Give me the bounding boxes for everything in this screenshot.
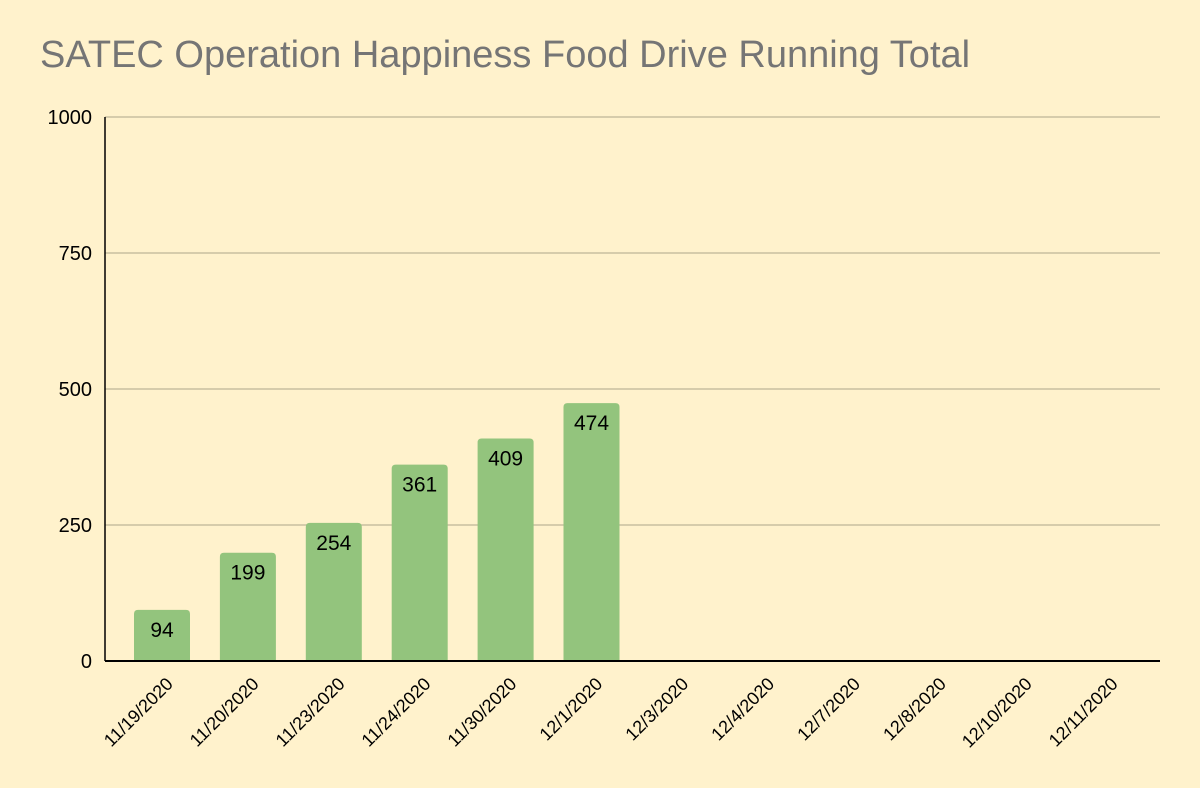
x-tick-label: 12/3/2020 xyxy=(621,674,692,745)
x-tick-label: 12/10/2020 xyxy=(958,674,1036,752)
bar xyxy=(134,609,190,661)
x-tick-label: 12/7/2020 xyxy=(793,674,864,745)
data-label: 199 xyxy=(230,562,265,585)
x-tick-label: 12/4/2020 xyxy=(707,674,778,745)
bar xyxy=(391,464,448,661)
x-tick-label: 11/19/2020 xyxy=(100,674,177,751)
data-label: 254 xyxy=(316,532,351,555)
bar xyxy=(563,403,620,661)
y-tick-label: 750 xyxy=(59,243,92,265)
x-tick-label: 11/24/2020 xyxy=(358,674,435,751)
x-tick-label: 11/23/2020 xyxy=(272,674,349,751)
data-label: 409 xyxy=(488,448,523,471)
data-label: 361 xyxy=(402,474,437,497)
y-tick-label: 1000 xyxy=(48,107,93,129)
y-tick-label: 250 xyxy=(59,515,92,537)
bar xyxy=(477,438,534,661)
bar xyxy=(305,522,362,661)
x-tick-label: 11/30/2020 xyxy=(444,674,521,751)
chart-title: SATEC Operation Happiness Food Drive Run… xyxy=(40,34,971,76)
x-tick-label: 11/20/2020 xyxy=(186,674,263,751)
x-tick-label: 12/1/2020 xyxy=(536,674,607,745)
y-tick-label: 500 xyxy=(59,379,92,401)
bar xyxy=(219,552,276,661)
y-tick-label: 0 xyxy=(81,651,92,673)
x-tick-label: 12/11/2020 xyxy=(1045,674,1122,751)
x-tick-label: 12/8/2020 xyxy=(879,674,950,745)
data-label: 94 xyxy=(150,619,174,642)
data-label: 474 xyxy=(574,412,609,435)
